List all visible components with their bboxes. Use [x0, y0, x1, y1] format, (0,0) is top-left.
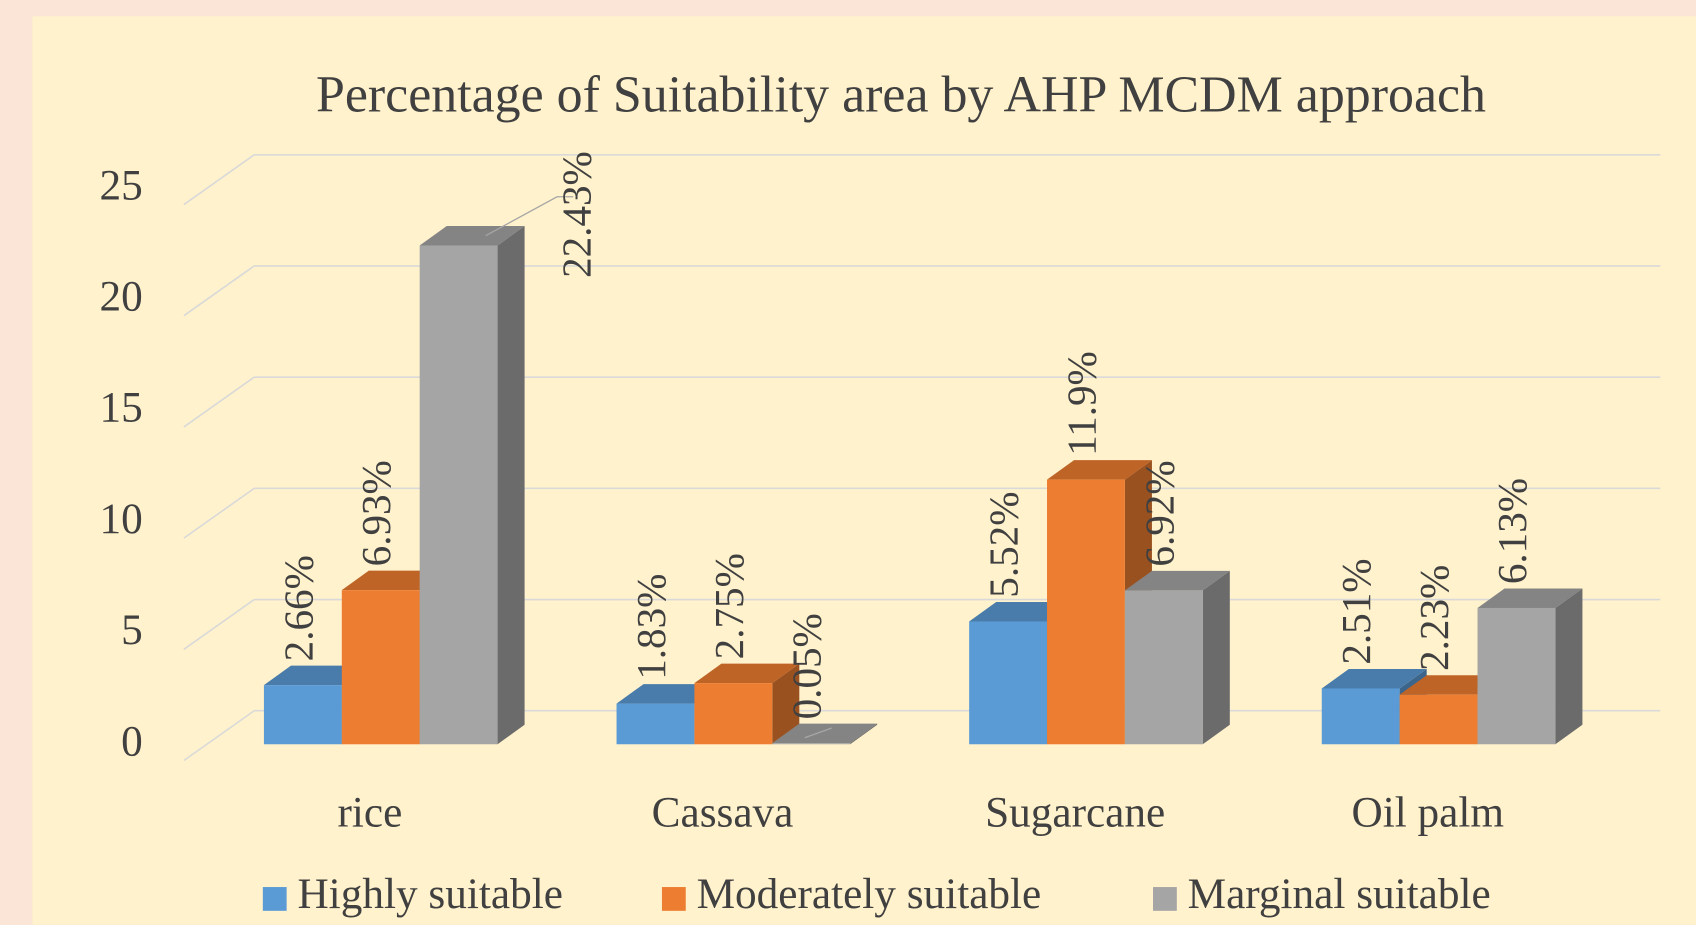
bar	[694, 683, 773, 745]
bar-top	[1477, 588, 1583, 608]
bar	[1047, 479, 1125, 745]
bar	[1321, 688, 1400, 745]
bar-side	[850, 723, 878, 745]
bar	[419, 245, 498, 745]
bar	[969, 621, 1048, 745]
bar	[1399, 694, 1478, 745]
legend-label: Highly suitable	[297, 870, 562, 918]
bar	[1124, 590, 1203, 745]
data-label: 11.9%	[1058, 351, 1104, 456]
grid-line-side	[183, 154, 255, 206]
bar-side	[1202, 570, 1230, 745]
data-label: 0.05%	[784, 613, 830, 719]
data-label: 2.51%	[1333, 558, 1379, 664]
y-tick-label: 10	[100, 495, 143, 543]
bar-side	[1555, 588, 1583, 745]
data-label: 6.13%	[1489, 478, 1535, 584]
y-tick-label: 20	[100, 273, 143, 321]
leader-line	[804, 727, 832, 739]
x-tick-label: rice	[338, 789, 403, 837]
bar-top	[1047, 460, 1152, 480]
data-label: 2.23%	[1411, 565, 1457, 671]
plot-panel	[32, 16, 1696, 925]
legend-label: Moderately suitable	[697, 870, 1042, 918]
leader-line	[485, 196, 574, 237]
bar	[772, 743, 851, 745]
chart-title: Percentage of Suitability area by AHP MC…	[316, 67, 1486, 124]
data-label: 1.83%	[628, 574, 674, 680]
legend-label: Marginal suitable	[1188, 870, 1491, 918]
grid-line-side	[183, 376, 255, 428]
data-label: 6.93%	[353, 460, 399, 566]
bar-top	[1124, 570, 1230, 591]
bar-top	[694, 663, 800, 684]
data-label: 5.52%	[981, 492, 1027, 598]
bar-side	[772, 663, 800, 745]
legend-swatch	[1153, 887, 1177, 911]
data-label: 6.92%	[1136, 460, 1182, 566]
bar-top	[772, 723, 878, 744]
legend-swatch	[262, 887, 287, 911]
bar	[341, 590, 420, 745]
x-tick-label: Cassava	[652, 789, 794, 837]
bar-side	[497, 225, 525, 745]
bar-top	[419, 225, 525, 246]
y-tick-label: 0	[121, 717, 143, 765]
grid-line-side	[183, 598, 255, 650]
y-tick-label: 15	[100, 384, 143, 432]
bar-top	[1321, 668, 1427, 689]
data-label: 22.43%	[553, 151, 599, 278]
legend-swatch	[661, 887, 686, 911]
x-tick-label: Oil palm	[1351, 789, 1504, 837]
x-tick-label: Sugarcane	[985, 789, 1165, 837]
bar	[616, 703, 695, 745]
y-tick-label: 5	[121, 606, 143, 654]
data-label: 2.66%	[275, 555, 321, 661]
bar	[263, 685, 342, 745]
grid-line-side	[183, 487, 255, 539]
bar	[1477, 607, 1556, 745]
grid-line-side	[183, 710, 255, 762]
grid-line-side	[183, 265, 255, 317]
y-tick-label: 25	[100, 161, 143, 209]
data-label: 2.75%	[706, 553, 752, 659]
